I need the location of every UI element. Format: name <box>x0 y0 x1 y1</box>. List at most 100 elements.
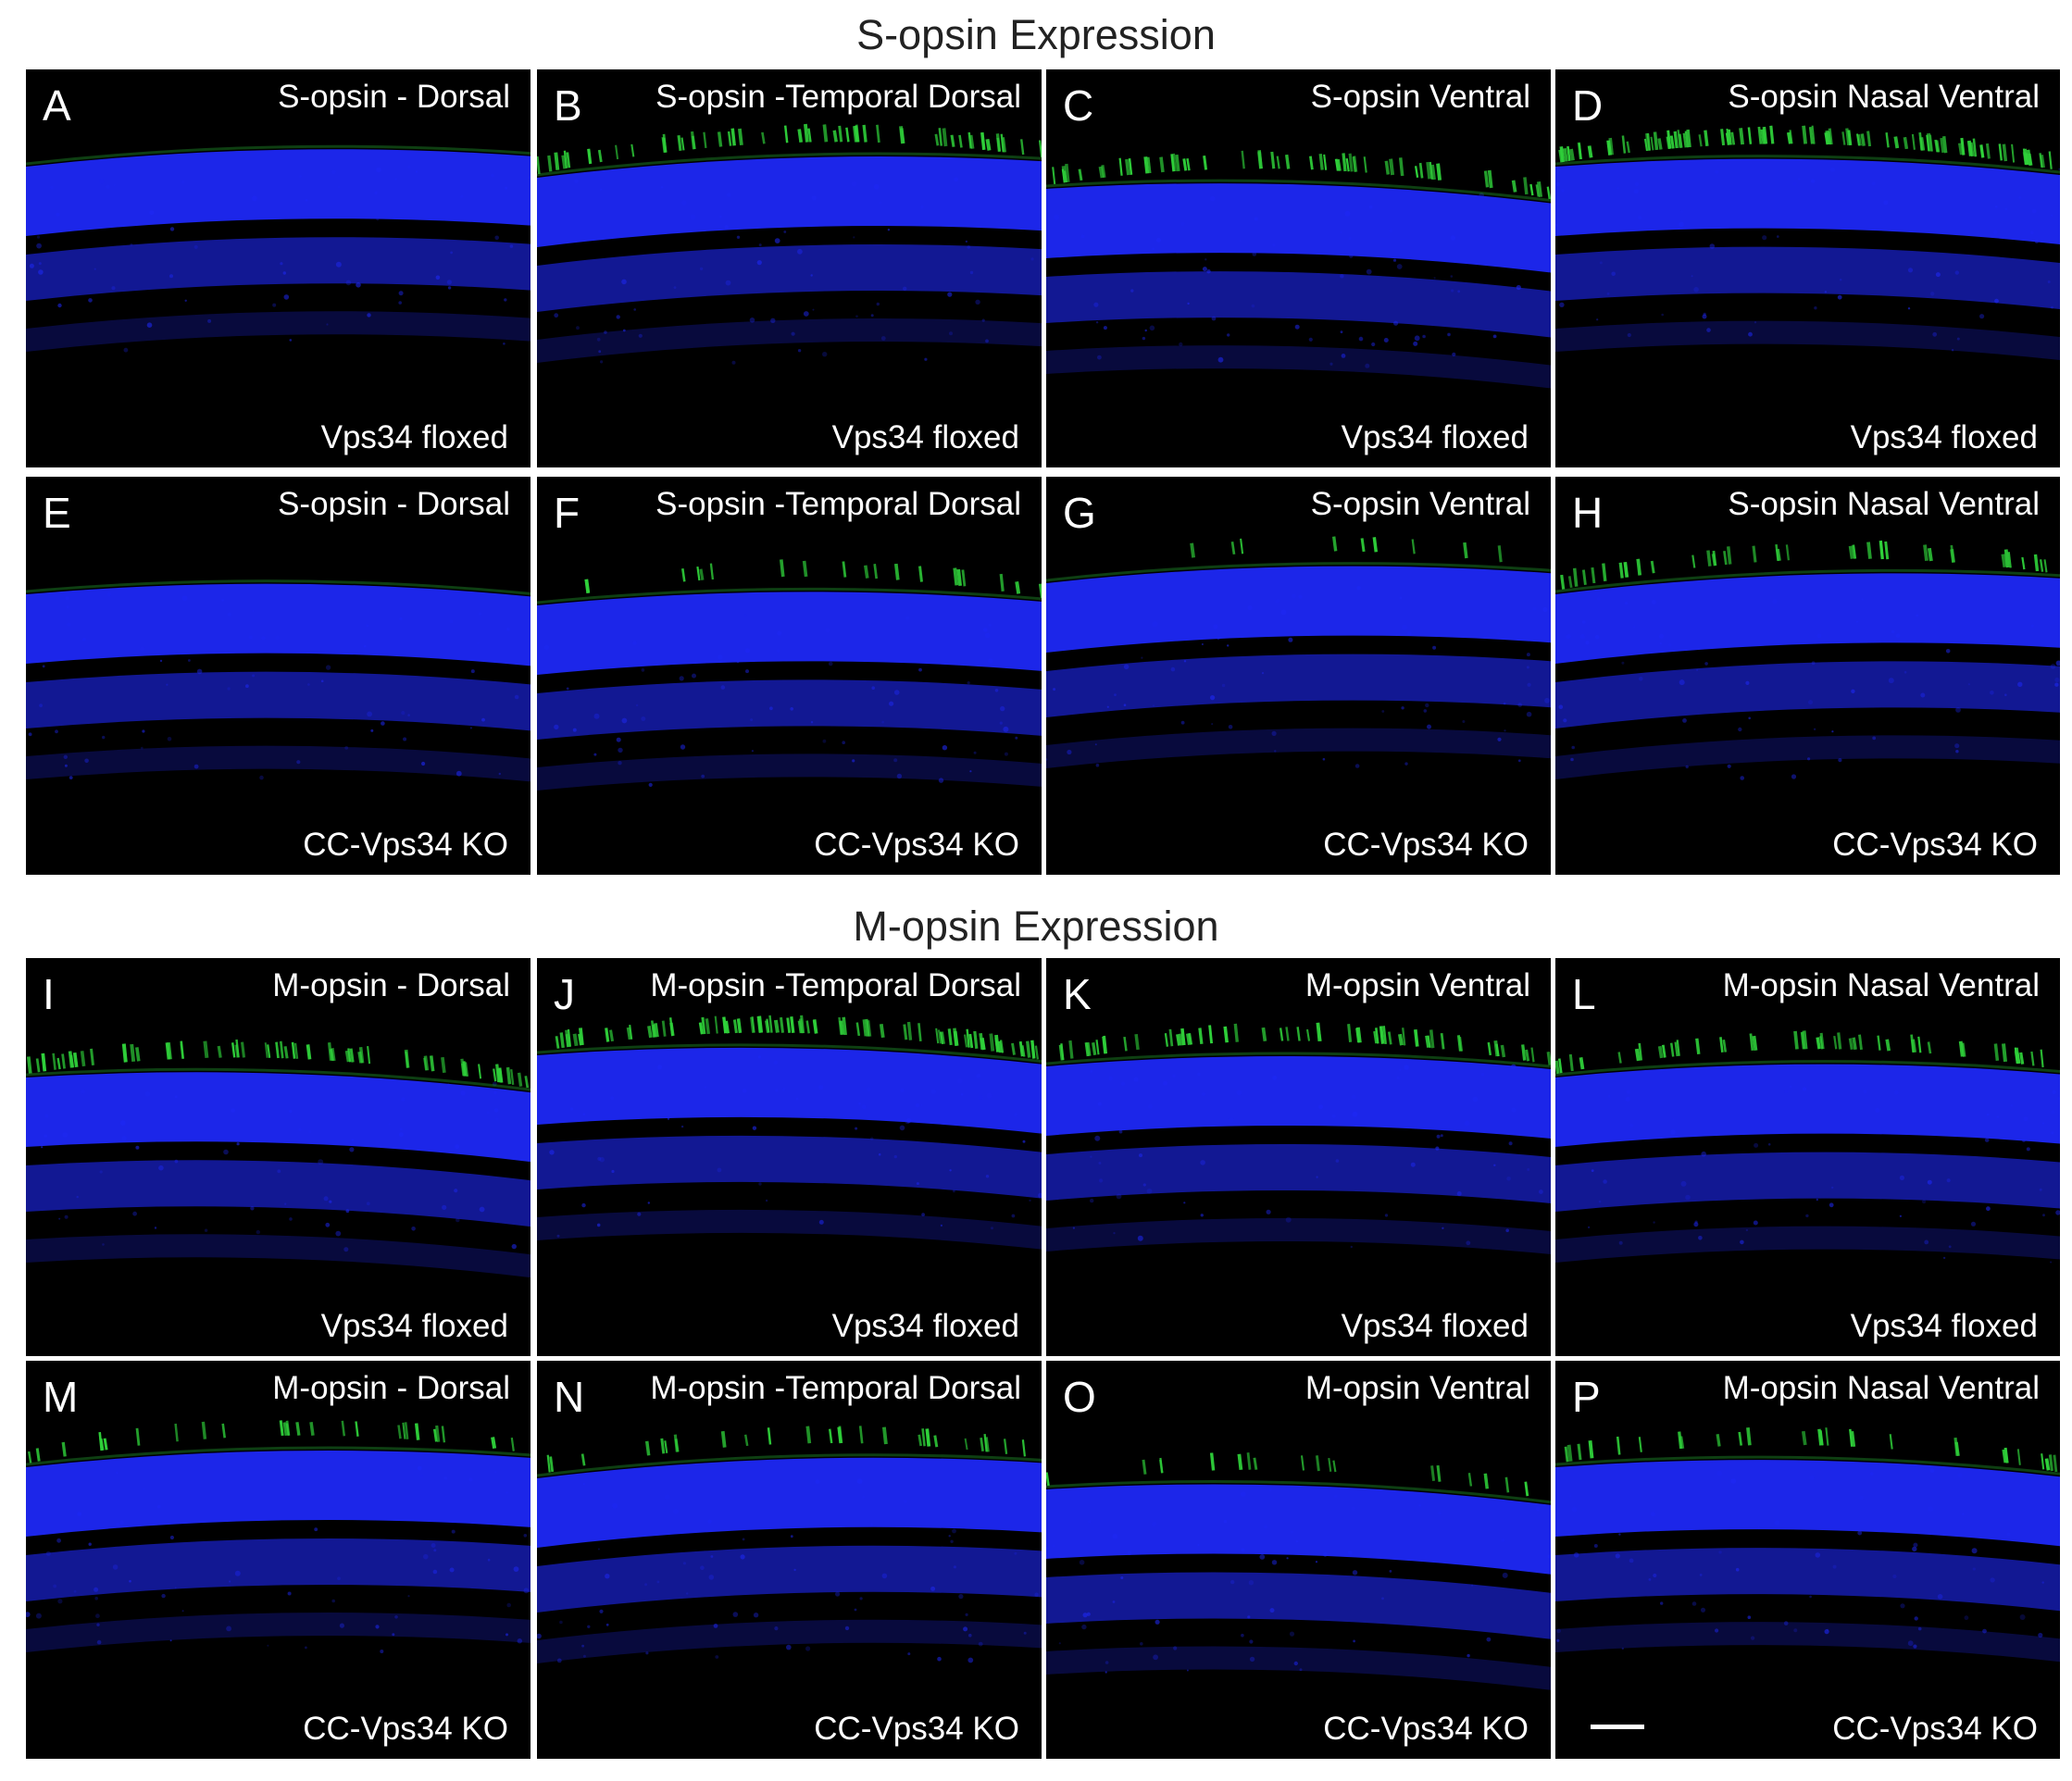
nucleus-speck <box>1625 602 1629 605</box>
nucleus-speck <box>1081 1624 1087 1630</box>
nucleus-speck <box>1542 606 1548 613</box>
nucleus-speck <box>2034 239 2039 243</box>
nucleus-speck <box>64 764 68 767</box>
nucleus-speck <box>855 1127 858 1130</box>
nucleus-speck <box>1784 1090 1789 1094</box>
nucleus-speck <box>449 1567 455 1573</box>
nucleus-speck <box>1456 1191 1462 1196</box>
opsin-segment <box>1159 1457 1164 1474</box>
nucleus-speck <box>1798 178 1801 181</box>
opsin-segment <box>1147 156 1152 174</box>
opsin-segment <box>917 1434 923 1447</box>
opsin-segment <box>1429 161 1433 180</box>
opsin-segment <box>1300 1455 1305 1471</box>
retina-section-image <box>26 579 530 782</box>
panel-region-label: S-opsin -Temporal Dorsal <box>655 486 1021 522</box>
nucleus-speck <box>1579 633 1585 640</box>
opsin-segment <box>828 1428 833 1444</box>
opsin-segment <box>1317 1028 1322 1041</box>
opsin-segment <box>1606 140 1612 156</box>
nucleus-speck <box>1329 362 1333 366</box>
opsin-segment <box>1686 129 1691 148</box>
opsin-segment <box>295 1422 301 1436</box>
nucleus-speck <box>88 298 93 303</box>
nucleus-speck <box>64 1214 69 1219</box>
nucleus-speck <box>57 303 62 308</box>
nucleus-speck <box>506 1602 511 1608</box>
nucleus-speck <box>1791 774 1797 779</box>
opsin-segment <box>1942 136 1948 154</box>
opsin-segment <box>705 1018 710 1035</box>
nucleus-speck <box>506 1491 508 1494</box>
nucleus-speck <box>1407 631 1412 636</box>
nucleus-speck <box>1569 1495 1572 1498</box>
nucleus-speck <box>818 1219 824 1225</box>
nucleus-speck <box>1527 1168 1530 1171</box>
opsin-segment <box>1825 1427 1829 1446</box>
nucleus-speck <box>1659 642 1662 645</box>
nucleus-speck <box>1046 1547 1049 1551</box>
nucleus-speck <box>1555 181 1561 187</box>
opsin-segment <box>805 1426 812 1444</box>
opsin-segment <box>1566 145 1571 161</box>
nucleus-speck <box>1954 270 1959 275</box>
nucleus-speck <box>1914 1616 1918 1621</box>
opsin-segment <box>1577 1443 1582 1461</box>
nucleus-speck <box>1118 1129 1123 1134</box>
nucleus-speck <box>1964 1615 1969 1621</box>
nucleus-speck <box>648 782 653 787</box>
opsin-segment <box>1950 549 1956 563</box>
opsin-segment <box>862 1019 867 1037</box>
nucleus-speck <box>641 668 645 672</box>
opsin-segment <box>839 1020 844 1036</box>
nucleus-speck <box>1935 272 1941 278</box>
nucleus-speck <box>261 636 266 641</box>
opsin-segment <box>414 1423 420 1440</box>
nucleus-speck <box>443 1476 448 1480</box>
nucleus-speck <box>498 772 501 776</box>
nucleus-speck <box>1396 264 1403 269</box>
opsin-segment <box>1816 1037 1821 1050</box>
opsin-segment <box>1101 165 1106 179</box>
opsin-segment <box>1953 1437 1959 1456</box>
opsin-segment <box>1808 127 1814 144</box>
nucleus-speck <box>1272 1075 1278 1080</box>
opsin-segment <box>804 123 809 143</box>
panel-region-label: S-opsin - Dorsal <box>278 79 510 115</box>
opsin-segment <box>1704 130 1709 146</box>
nucleus-speck <box>700 1565 705 1570</box>
nucleus-speck <box>1748 716 1751 720</box>
retina-section-image <box>1046 1022 1551 1255</box>
nucleus-speck <box>81 1089 85 1094</box>
opsin-segment <box>647 1026 653 1039</box>
inner-nuclear-layer <box>1555 246 2060 309</box>
opsin-segment <box>996 1040 1001 1052</box>
opsin-segment <box>1092 1041 1097 1056</box>
nucleus-speck <box>1401 706 1404 710</box>
nucleus-speck <box>731 360 736 365</box>
nucleus-speck <box>858 1102 861 1105</box>
opsin-segment <box>1384 160 1391 175</box>
panel-region-label: M-opsin Nasal Ventral <box>1722 1370 2040 1406</box>
nucleus-speck <box>790 1535 793 1538</box>
opsin-segment <box>717 131 723 147</box>
opsin-segment <box>918 566 923 582</box>
opsin-segment <box>1208 1025 1214 1044</box>
nucleus-speck <box>736 660 740 664</box>
nucleus-speck <box>1903 670 1907 674</box>
nucleus-speck <box>679 676 684 681</box>
nucleus-speck <box>1996 1115 2000 1118</box>
nucleus-speck <box>2051 214 2053 217</box>
nucleus-speck <box>1269 1608 1275 1613</box>
nucleus-speck <box>36 243 42 249</box>
nucleus-speck <box>1633 626 1636 629</box>
opsin-segment <box>1168 1028 1174 1047</box>
opsin-segment <box>309 1422 315 1436</box>
nucleus-speck <box>1702 314 1707 319</box>
opsin-segment <box>1588 1439 1594 1459</box>
panel-letter: H <box>1572 489 1604 537</box>
nucleus-speck <box>375 1625 380 1629</box>
nucleus-speck <box>174 1159 179 1164</box>
nucleus-speck <box>1639 677 1643 681</box>
nucleus-speck <box>726 193 731 197</box>
